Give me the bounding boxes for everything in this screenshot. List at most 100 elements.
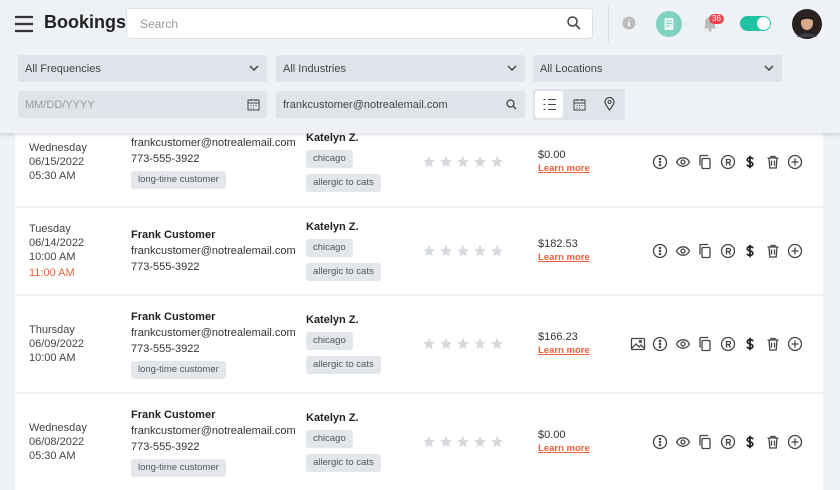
menu-button[interactable]	[14, 15, 34, 33]
industry-value: All Industries	[283, 62, 346, 75]
star[interactable]	[473, 155, 487, 169]
more-button[interactable]	[652, 154, 668, 170]
delete-button[interactable]	[765, 154, 781, 170]
provider-name: Katelyn Z.	[306, 221, 359, 233]
rating	[422, 208, 504, 294]
payment-button[interactable]	[742, 336, 758, 352]
payment-button[interactable]	[742, 154, 758, 170]
more-button[interactable]	[652, 243, 668, 259]
add-button[interactable]	[787, 154, 803, 170]
list-view-button[interactable]	[535, 91, 563, 118]
star[interactable]	[473, 244, 487, 258]
star[interactable]	[422, 435, 436, 449]
calendar-view-button[interactable]	[573, 98, 586, 111]
add-button[interactable]	[787, 243, 803, 259]
star[interactable]	[439, 337, 453, 351]
provider-tag: chicago	[306, 332, 353, 350]
star[interactable]	[422, 337, 436, 351]
star[interactable]	[490, 337, 504, 351]
email-input[interactable]: frankcustomer@notrealemail.com	[276, 91, 525, 118]
star[interactable]	[473, 435, 487, 449]
star[interactable]	[422, 155, 436, 169]
info-icon[interactable]	[622, 16, 636, 30]
price-value: $0.00	[538, 429, 566, 441]
view-button[interactable]	[675, 243, 691, 259]
star[interactable]	[456, 244, 470, 258]
add-button[interactable]	[787, 434, 803, 450]
price-value: $166.23	[538, 331, 578, 343]
duplicate-button[interactable]	[697, 243, 713, 259]
star[interactable]	[439, 155, 453, 169]
booking-list: Wednesday 06/15/2022 05:30 AM frankcustomer…	[15, 118, 823, 490]
industry-select[interactable]: All Industries	[276, 55, 525, 82]
learn-more-link[interactable]: Learn more	[538, 345, 590, 356]
star[interactable]	[456, 155, 470, 169]
duplicate-button[interactable]	[697, 154, 713, 170]
provider: Katelyn Z. chicago allergic to cats	[306, 394, 381, 490]
provider: Katelyn Z. chicago allergic to cats	[306, 208, 381, 294]
star[interactable]	[473, 337, 487, 351]
provider: Katelyn Z. chicago allergic to cats	[306, 296, 381, 392]
booking-card: Wednesday 06/08/2022 05:30 AM Frank Custome…	[15, 394, 823, 490]
actions	[652, 394, 803, 490]
frequency-select[interactable]: All Frequencies	[18, 55, 267, 82]
duplicate-button[interactable]	[697, 434, 713, 450]
star[interactable]	[490, 155, 504, 169]
star[interactable]	[439, 244, 453, 258]
date-input[interactable]: MM/DD/YYYY	[18, 91, 267, 118]
learn-more-link[interactable]: Learn more	[538, 443, 590, 454]
location-select[interactable]: All Locations	[533, 55, 782, 82]
app-icon[interactable]	[656, 11, 682, 37]
view-button[interactable]	[675, 336, 691, 352]
customer: Frank Customer frankcustomer@notrealemail…	[131, 296, 296, 392]
search-box[interactable]: Search	[126, 8, 593, 39]
add-button[interactable]	[787, 336, 803, 352]
email-value: frankcustomer@notrealemail.com	[283, 98, 448, 111]
more-button[interactable]	[652, 336, 668, 352]
start-time: 05:30 AM	[29, 450, 76, 462]
customer: Frank Customer frankcustomer@notrealemail…	[131, 394, 296, 490]
photo-button[interactable]	[630, 336, 646, 352]
rating	[422, 118, 504, 206]
customer: frankcustomer@notrealemail.com 773-555-39…	[131, 118, 296, 206]
weekday: Wednesday	[29, 422, 87, 434]
star[interactable]	[456, 435, 470, 449]
learn-more-link[interactable]: Learn more	[538, 163, 590, 174]
booking-date: Wednesday 06/15/2022 05:30 AM	[29, 118, 87, 206]
delete-button[interactable]	[765, 243, 781, 259]
search-icon	[567, 16, 581, 30]
date: 06/08/2022	[29, 436, 85, 448]
star[interactable]	[422, 244, 436, 258]
more-button[interactable]	[652, 434, 668, 450]
delete-button[interactable]	[765, 336, 781, 352]
view-button[interactable]	[675, 154, 691, 170]
price-value: $182.53	[538, 238, 578, 250]
price: $182.53 Learn more	[538, 208, 590, 294]
star[interactable]	[490, 435, 504, 449]
duplicate-button[interactable]	[697, 336, 713, 352]
rating	[422, 296, 504, 392]
user-avatar[interactable]	[792, 9, 822, 39]
payment-button[interactable]	[742, 243, 758, 259]
charge-button[interactable]	[720, 336, 736, 352]
charge-button[interactable]	[720, 434, 736, 450]
charge-button[interactable]	[720, 154, 736, 170]
customer-name[interactable]: Frank Customer	[131, 229, 216, 241]
customer-phone: 773-555-3922	[131, 441, 200, 453]
charge-button[interactable]	[720, 243, 736, 259]
toggle[interactable]	[740, 16, 771, 31]
learn-more-link[interactable]: Learn more	[538, 252, 590, 263]
star[interactable]	[439, 435, 453, 449]
star[interactable]	[456, 337, 470, 351]
payment-button[interactable]	[742, 434, 758, 450]
actions	[630, 296, 804, 392]
price: $0.00 Learn more	[538, 394, 590, 490]
view-button[interactable]	[675, 434, 691, 450]
customer-tag: long-time customer	[131, 459, 226, 477]
customer-name[interactable]: Frank Customer	[131, 409, 216, 421]
star[interactable]	[490, 244, 504, 258]
frequency-value: All Frequencies	[25, 62, 101, 75]
delete-button[interactable]	[765, 434, 781, 450]
customer-name[interactable]: Frank Customer	[131, 311, 216, 323]
map-view-button[interactable]	[604, 97, 615, 111]
